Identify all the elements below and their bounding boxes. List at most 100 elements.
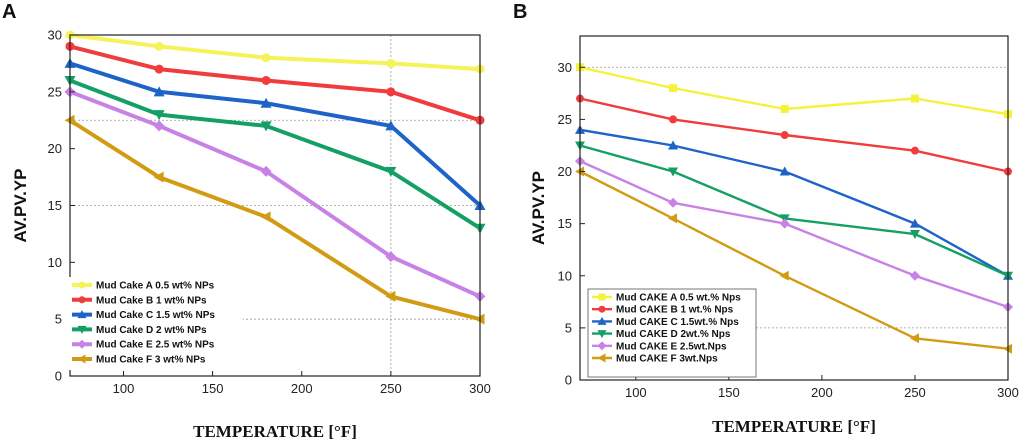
legend-entry: Mud CAKE B 1 wt.% Nps [616, 305, 734, 316]
data-point [668, 167, 679, 177]
legend-swatch-marker [597, 330, 607, 339]
legend-swatch-marker [598, 293, 606, 301]
series-line-3 [69, 61, 482, 207]
panel-b-y-axis-label: AV.PV.YP [529, 171, 548, 245]
data-point [669, 115, 678, 124]
series-line-4 [579, 144, 1009, 277]
panel-a-legend: Mud Cake A 0.5 wt% NPs Mud Cake B 1 wt% N… [68, 277, 243, 370]
y-tick-label: 25 [48, 84, 62, 99]
legend-entry: Mud CAKE D 2wt.% Nps [616, 329, 731, 340]
legend-box [587, 288, 757, 378]
data-point [779, 218, 790, 229]
legend-entry: Mud Cake C 1.5 wt% NPs [96, 310, 215, 321]
legend-entry: Mud Cake D 2 wt% NPs [96, 325, 207, 336]
data-point [260, 97, 272, 108]
y-tick-label: 15 [48, 198, 62, 213]
panel-a-x-axis-label: TEMPERATURE [°F] [193, 422, 357, 441]
data-point [909, 218, 920, 228]
data-point [153, 171, 164, 183]
data-point [260, 211, 271, 223]
legend-entry: Mud CAKE E 2.5wt.Nps [616, 341, 727, 352]
panel-a-series [64, 30, 486, 325]
panel-b-letter: B [513, 1, 527, 23]
y-tick-label: 25 [558, 112, 572, 127]
legend-box [68, 277, 243, 370]
data-point [909, 230, 920, 240]
data-point [909, 333, 919, 344]
y-tick-label: 5 [55, 312, 62, 327]
legend-swatch-marker [78, 296, 86, 304]
legend-swatch-marker [77, 325, 87, 334]
data-point [779, 166, 790, 176]
data-point [154, 64, 164, 74]
legend-entry: Mud Cake B 1 wt% NPs [96, 295, 207, 306]
data-point [668, 197, 679, 208]
y-tick-label: 20 [558, 164, 572, 179]
data-point [260, 165, 272, 177]
x-tick-label: 150 [718, 385, 740, 400]
x-tick-label: 100 [113, 381, 135, 396]
panel-b: B 0 5 10 15 20 25 30 100 150 200 250 300 Mud CAKE A… [513, 1, 1019, 436]
data-point [386, 58, 396, 68]
data-point [261, 53, 271, 63]
panel-a: A 0 5 10 15 20 25 30 100 150 200 250 300 Mud Cake A… [2, 1, 491, 441]
data-point [261, 75, 271, 85]
panel-b-x-axis-label: TEMPERATURE [°F] [712, 417, 876, 436]
data-point [385, 120, 397, 131]
legend-entry: Mud CAKE A 0.5 wt.% Nps [616, 293, 741, 304]
data-point [260, 121, 272, 132]
data-point [386, 87, 396, 97]
legend-swatch-marker [597, 316, 607, 325]
legend-swatch-marker [598, 305, 606, 313]
y-tick-label: 15 [558, 216, 572, 231]
data-point [153, 120, 165, 132]
y-tick-label: 20 [48, 141, 62, 156]
legend-swatch-marker [77, 354, 86, 364]
data-point [385, 166, 397, 177]
legend-entry: Mud CAKE C 1.5wt.% Nps [616, 317, 739, 328]
data-point [910, 94, 919, 103]
series-line-1 [579, 66, 1009, 116]
legend-entry: Mud CAKE F 3wt.Nps [616, 354, 718, 365]
series-line-5 [579, 160, 1009, 309]
panel-b-series [575, 63, 1013, 354]
x-tick-label: 150 [202, 381, 224, 396]
x-tick-label: 250 [380, 381, 402, 396]
panel-a-y-axis-label: AV.PV.YP [11, 168, 30, 242]
data-point [780, 131, 789, 140]
data-point [385, 251, 397, 263]
y-tick-label: 0 [55, 369, 62, 384]
legend-entry: Mud Cake F 3 wt% NPs [96, 355, 206, 366]
x-tick-label: 250 [904, 385, 926, 400]
legend-swatch-marker [597, 341, 607, 351]
x-tick-label: 300 [469, 381, 491, 396]
legend-entry: Mud Cake A 0.5 wt% NPs [96, 281, 215, 292]
data-point [779, 270, 789, 281]
panel-a-letter: A [2, 1, 16, 23]
y-tick-label: 10 [48, 255, 62, 270]
panel-b-ticks: 0 5 10 15 20 25 30 100 150 200 250 300 [558, 60, 1019, 400]
y-tick-label: 0 [565, 373, 572, 388]
data-point [153, 110, 165, 121]
data-point [910, 146, 919, 155]
x-tick-label: 300 [997, 385, 1019, 400]
data-point [909, 270, 920, 281]
legend-entry: Mud Cake E 2.5 wt% NPs [96, 340, 215, 351]
data-point [154, 41, 164, 51]
panel-b-plot-frame [579, 35, 1009, 381]
legend-swatch-marker [78, 281, 86, 289]
x-tick-label: 200 [811, 385, 833, 400]
data-point [668, 213, 678, 224]
y-tick-label: 30 [558, 60, 572, 75]
y-tick-label: 10 [558, 268, 572, 283]
series-line-5 [69, 89, 481, 299]
panel-a-ticks: 0 5 10 15 20 25 30 100 150 200 250 300 [48, 28, 491, 397]
panel-b-grid [580, 66, 1008, 329]
data-point [780, 104, 789, 113]
data-point [669, 84, 678, 93]
x-tick-label: 100 [625, 385, 647, 400]
y-tick-label: 5 [565, 320, 572, 335]
legend-swatch-marker [597, 353, 606, 363]
